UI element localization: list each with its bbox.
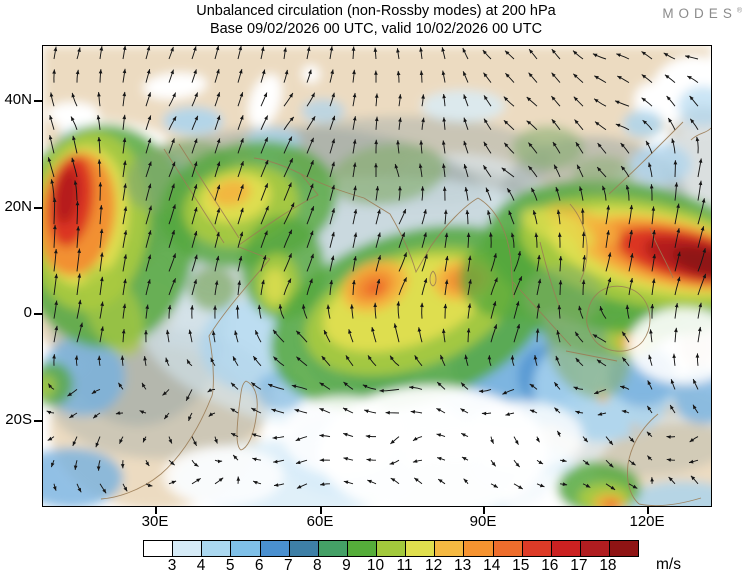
colorbar-tick-label: 8 — [313, 557, 322, 574]
colorbar-tick-label: 17 — [570, 557, 588, 574]
x-axis-tick — [320, 506, 322, 514]
colorbar-tick-label: 7 — [283, 557, 293, 574]
colorbar-tick-label: 16 — [541, 557, 559, 574]
y-axis-label: 20S — [5, 411, 32, 428]
x-axis-label: 60E — [306, 513, 334, 530]
colorbar-unit: m/s — [656, 556, 681, 573]
map-canvas — [43, 46, 711, 506]
colorbar-cell — [260, 541, 290, 556]
colorbar-tick-label: 15 — [512, 557, 530, 574]
colorbar-tick-label: 4 — [196, 557, 206, 574]
x-axis-label: 30E — [141, 513, 169, 530]
colorbar-cell — [435, 541, 465, 556]
colorbar-cell — [522, 541, 552, 556]
y-axis-label: 0 — [23, 304, 32, 321]
colorbar-tick-label: 6 — [254, 557, 264, 574]
colorbar-cell — [464, 541, 494, 556]
colorbar-cell — [551, 541, 581, 556]
colorbar-tick-label: 12 — [424, 557, 443, 574]
colorbar-tick-label: 10 — [366, 557, 385, 574]
x-axis-tick — [647, 506, 649, 514]
colorbar-cell — [406, 541, 436, 556]
colorbar-cell — [347, 541, 377, 556]
y-axis-label: 20N — [4, 198, 32, 215]
colorbar-cell — [610, 541, 639, 556]
colorbar-cell — [173, 541, 203, 556]
colorbar-cell — [202, 541, 232, 556]
page-subtitle: Base 09/02/2026 00 UTC, valid 10/02/2026… — [209, 21, 543, 37]
x-axis-label: 120E — [629, 513, 665, 530]
modes-logo: MODES® — [662, 6, 742, 21]
colorbar — [143, 540, 639, 557]
colorbar-cell — [377, 541, 407, 556]
x-axis-label: 90E — [469, 513, 497, 530]
colorbar-tick-label: 3 — [167, 557, 177, 574]
y-axis-tick — [34, 207, 42, 209]
colorbar-tick-label: 18 — [599, 557, 617, 574]
colorbar-cell — [144, 541, 174, 556]
x-axis-tick — [155, 506, 157, 514]
colorbar-cell — [231, 541, 261, 556]
y-axis-label: 40N — [4, 91, 32, 108]
registered-mark: ® — [736, 7, 742, 15]
map-plot — [42, 45, 712, 507]
colorbar-cell — [289, 541, 319, 556]
colorbar-tick-label: 5 — [225, 557, 235, 574]
x-axis-tick — [483, 506, 485, 514]
colorbar-cell — [580, 541, 610, 556]
colorbar-tick-label: 11 — [396, 557, 413, 574]
page-title: Unbalanced circulation (non-Rossby modes… — [196, 3, 556, 19]
colorbar-cell — [493, 541, 523, 556]
colorbar-tick-label: 13 — [454, 557, 472, 574]
colorbar-tick-label: 9 — [342, 557, 351, 574]
y-axis-tick — [34, 420, 42, 422]
y-axis-tick — [34, 100, 42, 102]
modes-logo-text: MODES — [662, 6, 737, 21]
y-axis-tick — [34, 313, 42, 315]
colorbar-tick-label: 14 — [483, 557, 501, 574]
colorbar-cell — [318, 541, 348, 556]
